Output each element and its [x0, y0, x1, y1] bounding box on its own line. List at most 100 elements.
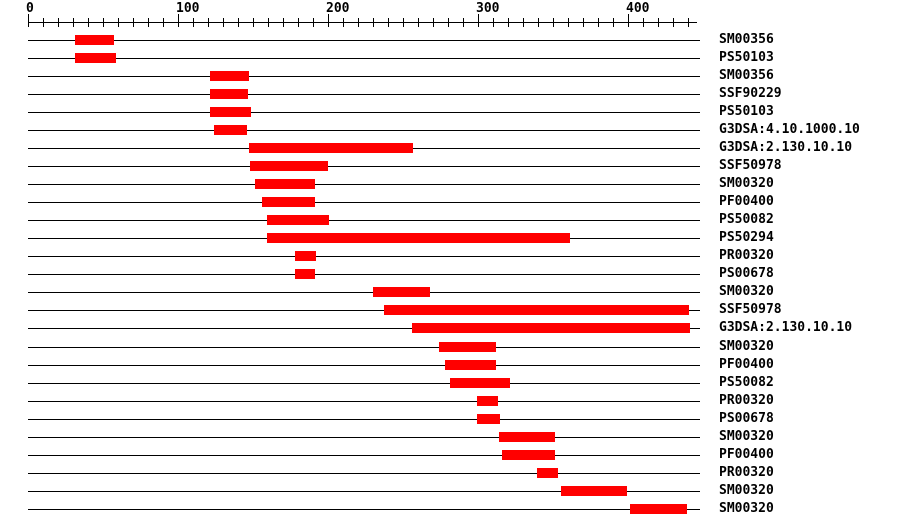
axis-tick-label: 300: [476, 1, 500, 16]
minor-tick: [598, 18, 599, 27]
domain-match-bar[interactable]: [210, 107, 251, 117]
minor-tick: [523, 18, 524, 27]
signature-accession-label[interactable]: SM00320: [719, 429, 774, 444]
signature-accession-label[interactable]: PR00320: [719, 248, 774, 263]
track-line: [28, 455, 700, 456]
minor-tick: [538, 18, 539, 27]
domain-match-bar[interactable]: [262, 197, 315, 207]
domain-match-bar[interactable]: [75, 35, 114, 45]
track-line: [28, 166, 700, 167]
domain-match-bar[interactable]: [295, 269, 315, 279]
domain-match-bar[interactable]: [210, 71, 249, 81]
minor-tick: [658, 18, 659, 27]
signature-accession-label[interactable]: PS00678: [719, 266, 774, 281]
domain-match-bar[interactable]: [561, 486, 627, 496]
minor-tick: [418, 18, 419, 27]
minor-tick: [253, 18, 254, 27]
domain-match-bar[interactable]: [250, 161, 328, 171]
minor-tick: [268, 18, 269, 27]
track-line: [28, 509, 700, 510]
domain-match-bar[interactable]: [267, 215, 329, 225]
minor-tick: [208, 18, 209, 27]
minor-tick: [493, 18, 494, 27]
minor-tick: [148, 18, 149, 27]
minor-tick: [433, 18, 434, 27]
domain-match-bar[interactable]: [439, 342, 496, 352]
major-tick: [178, 14, 179, 27]
minor-tick: [58, 18, 59, 27]
signature-accession-label[interactable]: PS50103: [719, 50, 774, 65]
signature-accession-label[interactable]: PR00320: [719, 393, 774, 408]
minor-tick: [193, 18, 194, 27]
track-line: [28, 256, 700, 257]
track-line: [28, 365, 700, 366]
domain-match-bar[interactable]: [502, 450, 555, 460]
minor-tick: [568, 18, 569, 27]
signature-accession-label[interactable]: SM00356: [719, 32, 774, 47]
minor-tick: [43, 18, 44, 27]
domain-match-bar[interactable]: [477, 396, 498, 406]
track-line: [28, 437, 700, 438]
domain-match-bar[interactable]: [214, 125, 247, 135]
signature-accession-label[interactable]: SM00320: [719, 501, 774, 516]
domain-match-bar[interactable]: [445, 360, 496, 370]
domain-match-bar[interactable]: [499, 432, 555, 442]
signature-accession-label[interactable]: SSF50978: [719, 302, 782, 317]
minor-tick: [553, 18, 554, 27]
domain-match-bar[interactable]: [450, 378, 510, 388]
minor-tick: [133, 18, 134, 27]
track-line: [28, 94, 700, 95]
signature-accession-label[interactable]: PS50103: [719, 104, 774, 119]
minor-tick: [373, 18, 374, 27]
track-line: [28, 130, 700, 131]
domain-match-bar[interactable]: [537, 468, 558, 478]
signature-accession-label[interactable]: PR00320: [719, 465, 774, 480]
signature-accession-label[interactable]: SM00320: [719, 176, 774, 191]
minor-tick: [358, 18, 359, 27]
minor-tick: [688, 18, 689, 27]
signature-accession-label[interactable]: SSF90229: [719, 86, 782, 101]
domain-match-bar[interactable]: [267, 233, 570, 243]
minor-tick: [583, 18, 584, 27]
signature-accession-label[interactable]: SSF50978: [719, 158, 782, 173]
signature-accession-label[interactable]: PF00400: [719, 447, 774, 462]
signature-accession-label[interactable]: SM00356: [719, 68, 774, 83]
minor-tick: [73, 18, 74, 27]
track-line: [28, 112, 700, 113]
track-line: [28, 328, 700, 329]
domain-match-bar[interactable]: [477, 414, 500, 424]
signature-accession-label[interactable]: SM00320: [719, 339, 774, 354]
signature-accession-label[interactable]: PF00400: [719, 357, 774, 372]
domain-match-bar[interactable]: [373, 287, 430, 297]
signature-accession-label[interactable]: G3DSA:2.130.10.10: [719, 320, 853, 335]
track-line: [28, 184, 700, 185]
domain-match-bar[interactable]: [384, 305, 689, 315]
track-line: [28, 58, 700, 59]
domain-match-bar[interactable]: [210, 89, 248, 99]
minor-tick: [238, 18, 239, 27]
signature-accession-label[interactable]: PS50082: [719, 212, 774, 227]
track-line: [28, 491, 700, 492]
signature-accession-label[interactable]: PS50294: [719, 230, 774, 245]
domain-match-bar[interactable]: [249, 143, 413, 153]
track-line: [28, 401, 700, 402]
signature-accession-label[interactable]: SM00320: [719, 284, 774, 299]
signature-accession-label[interactable]: G3DSA:4.10.1000.10: [719, 122, 860, 137]
minor-tick: [118, 18, 119, 27]
domain-match-bar[interactable]: [412, 323, 690, 333]
track-line: [28, 274, 700, 275]
minor-tick: [403, 18, 404, 27]
domain-match-bar[interactable]: [75, 53, 116, 63]
domain-match-bar[interactable]: [295, 251, 316, 261]
signature-accession-label[interactable]: SM00320: [719, 483, 774, 498]
minor-tick: [163, 18, 164, 27]
major-tick: [478, 14, 479, 27]
domain-match-bar[interactable]: [630, 504, 687, 514]
minor-tick: [283, 18, 284, 27]
signature-accession-label[interactable]: PS50082: [719, 375, 774, 390]
signature-accession-label[interactable]: PS00678: [719, 411, 774, 426]
signature-accession-label[interactable]: G3DSA:2.130.10.10: [719, 140, 853, 155]
minor-tick: [463, 18, 464, 27]
signature-accession-label[interactable]: PF00400: [719, 194, 774, 209]
domain-match-bar[interactable]: [255, 179, 315, 189]
